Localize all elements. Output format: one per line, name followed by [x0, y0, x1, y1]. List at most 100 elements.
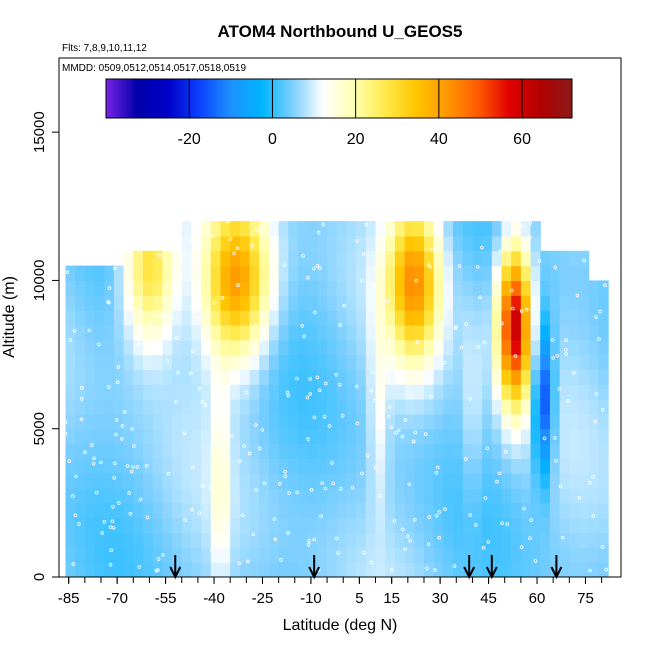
track-point: [182, 431, 187, 436]
heatmap-cell: [501, 295, 512, 311]
heatmap-cell: [230, 532, 241, 548]
heatmap-cell: [385, 221, 396, 237]
track-point: [306, 542, 311, 547]
heatmap-cell: [579, 384, 590, 400]
heatmap-cell: [230, 547, 241, 563]
heatmap-cell: [472, 339, 483, 356]
heatmap-cell: [559, 354, 570, 370]
heatmap-cell: [317, 562, 328, 577]
heatmap-cell: [220, 547, 231, 563]
track-point: [327, 424, 332, 428]
heatmap-cell: [327, 384, 338, 400]
heatmap-cell: [123, 280, 134, 296]
y-tick-label: 10000: [31, 260, 48, 302]
track-point: [360, 278, 364, 283]
heatmap-cell: [123, 428, 134, 445]
heatmap-cell: [307, 562, 318, 577]
heatmap-cell: [133, 339, 144, 356]
track-point: [68, 338, 72, 342]
heatmap-cell: [579, 562, 590, 577]
heatmap-cell: [307, 354, 318, 370]
heatmap-cell: [259, 384, 270, 400]
track-point: [301, 253, 305, 258]
heatmap-cell: [298, 280, 309, 296]
heatmap-cell: [482, 413, 493, 430]
track-point: [156, 568, 160, 572]
heatmap-cell: [540, 354, 551, 370]
heatmap-cell: [356, 443, 367, 459]
heatmap-cell: [365, 547, 377, 563]
heatmap-cell: [423, 250, 435, 267]
heatmap-cell: [394, 384, 406, 400]
heatmap-cell: [133, 413, 144, 430]
heatmap-cell: [549, 250, 561, 267]
heatmap-cell: [569, 547, 580, 563]
heatmap-cell: [520, 458, 532, 474]
heatmap-cell: [540, 547, 551, 563]
heatmap-cell: [453, 265, 464, 282]
heatmap-cell: [268, 369, 280, 385]
heatmap-cell: [230, 324, 241, 341]
heatmap-cell: [259, 502, 270, 519]
heatmap-cell: [530, 488, 541, 504]
track-point: [529, 518, 533, 522]
y-tick-label: 0: [31, 573, 48, 581]
track-point: [588, 568, 592, 573]
heatmap-cell: [210, 443, 222, 459]
heatmap-cell: [201, 517, 212, 534]
track-point: [144, 463, 149, 468]
heatmap-cell: [94, 265, 105, 282]
heatmap-cell: [511, 473, 522, 489]
heatmap-cell: [375, 310, 386, 326]
heatmap-cell: [501, 235, 512, 252]
heatmap-cell: [201, 339, 212, 356]
heatmap-cell: [278, 399, 289, 415]
track-point: [443, 507, 447, 512]
heatmap-cell: [181, 221, 193, 237]
heatmap-cell: [191, 339, 202, 356]
x-tick-label: 45: [480, 590, 497, 607]
heatmap-cell: [172, 443, 183, 459]
heatmap-cell: [259, 221, 270, 237]
heatmap-cell: [317, 324, 328, 341]
colorbar: -20 0 20 40 60: [105, 78, 573, 148]
heatmap-cell: [249, 399, 260, 415]
track-point: [200, 400, 205, 404]
heatmap-cell: [220, 354, 231, 370]
heatmap-cell: [278, 473, 289, 489]
heatmap-cell: [433, 250, 444, 267]
heatmap-cell: [152, 502, 163, 519]
heatmap-cell: [511, 369, 522, 385]
heatmap-cell: [462, 250, 474, 267]
heatmap-cell: [423, 458, 435, 474]
x-tick-label: 30: [432, 590, 449, 607]
heatmap-cell: [530, 473, 541, 489]
heatmap-cell: [172, 562, 183, 577]
heatmap-cell: [133, 250, 144, 267]
heatmap-cell: [288, 488, 299, 504]
heatmap-cell: [259, 458, 270, 474]
heatmap-cell: [394, 250, 406, 267]
heatmap-cell: [133, 532, 144, 548]
track-point: [468, 397, 472, 401]
heatmap-cell: [433, 443, 444, 459]
heatmap-cell: [414, 369, 425, 385]
heatmap-cell: [181, 310, 193, 326]
heatmap-cell: [249, 369, 260, 385]
track-point: [415, 340, 420, 344]
heatmap-cell: [433, 280, 444, 296]
heatmap-cell: [423, 324, 435, 341]
heatmap-cell: [569, 532, 580, 548]
heatmap-cell: [307, 399, 318, 415]
heatmap-cell: [317, 502, 328, 519]
heatmap-cell: [336, 502, 348, 519]
heatmap-cell: [598, 354, 609, 370]
track-point: [321, 222, 326, 227]
y-axis-title: Altitude (m): [1, 276, 18, 358]
track-point: [396, 428, 401, 433]
heatmap-cell: [239, 502, 251, 519]
heatmap-cell: [346, 339, 357, 356]
heatmap-cell: [268, 250, 280, 267]
heatmap-cell: [423, 354, 435, 370]
